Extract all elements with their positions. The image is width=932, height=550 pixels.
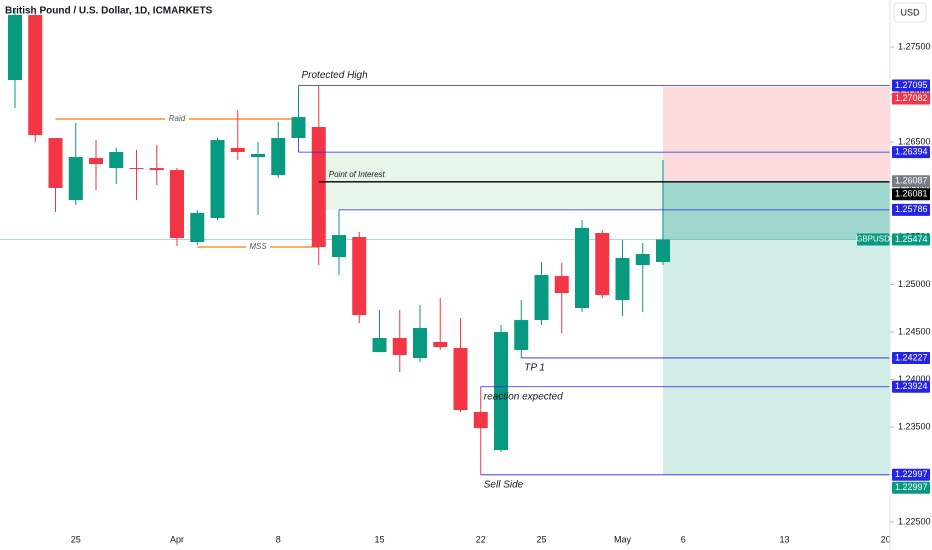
candle-body [656, 239, 670, 263]
candle-body [68, 157, 83, 201]
price-badge [892, 468, 930, 481]
y-tick-label: 1.22500 [898, 516, 931, 526]
candle-body [514, 320, 529, 350]
candle-body [453, 347, 468, 411]
candle-body [129, 168, 144, 170]
candle-body [494, 332, 508, 451]
candle-body [190, 212, 205, 243]
level-note: reaction expected [484, 391, 563, 402]
candle-body [554, 276, 569, 293]
price-badge-label: 1.26394 [895, 146, 928, 156]
candle-body [372, 338, 387, 353]
price-badge [892, 146, 930, 159]
candle-body [311, 127, 326, 247]
candle-body [89, 157, 103, 165]
price-badge-label: 1.22997 [895, 482, 928, 492]
price-badge [892, 380, 930, 393]
price-badge-label: 1.25786 [895, 204, 928, 214]
price-badge-label: 1.24227 [895, 352, 928, 362]
swing-label-bg [246, 241, 270, 252]
candle-body [109, 151, 124, 169]
price-badge [892, 203, 930, 216]
x-tick-label: 15 [374, 534, 384, 544]
candle-body [210, 140, 225, 219]
candle-body [352, 237, 367, 316]
y-tick-label: 1.24000 [898, 374, 931, 384]
x-tick-label: 25 [71, 534, 81, 544]
front-layer: Protected High Point of Interest TP 1 react… [298, 70, 930, 494]
candle-body [230, 148, 245, 152]
x-tick-label: 13 [779, 534, 789, 544]
swing-label: MSS [249, 242, 267, 251]
level-note: Point of Interest [329, 170, 386, 179]
chart-title: British Pound / U.S. Dollar, 1D, ICMARKE… [5, 6, 213, 17]
candle-layer [8, 10, 670, 475]
candle-body [291, 117, 306, 139]
price-badge [892, 481, 930, 494]
swing-label-bg [165, 114, 189, 125]
y-tick-label: 1.26500 [898, 136, 931, 146]
candle-body [575, 227, 589, 308]
price-badge [892, 79, 930, 92]
price-badge [892, 92, 930, 105]
candle-body [615, 258, 630, 301]
price-badge-label: 1.22997 [895, 469, 928, 479]
price-badge-label: 1.25474 [895, 234, 928, 244]
price-badge [892, 188, 930, 201]
price-badge-label: 1.27095 [895, 80, 928, 90]
x-tick-label: 8 [276, 534, 281, 544]
x-tick-label: May [614, 534, 632, 544]
back-layer: 1.275001.270001.265001.260001.255001.250… [0, 41, 931, 544]
level-note: TP 1 [524, 363, 545, 374]
candle-body [595, 233, 610, 296]
level-note: Sell Side [484, 479, 524, 490]
candle-body [48, 138, 63, 189]
interest-zone [318, 152, 663, 210]
candle-body [149, 168, 164, 171]
price-badge [892, 351, 930, 364]
x-tick-label: 25 [536, 534, 546, 544]
x-tick-label: 20 [881, 534, 891, 544]
candle-body [271, 138, 286, 175]
candle-body [392, 338, 407, 356]
candle-body [413, 328, 427, 359]
price-badge [892, 233, 930, 246]
target-zone [663, 181, 890, 475]
candle-body [534, 275, 549, 321]
y-tick-label: 1.24500 [898, 326, 931, 336]
candle-body [635, 254, 650, 266]
candle-body [473, 412, 488, 429]
symbol-badge [857, 233, 890, 246]
candle-body [170, 170, 184, 239]
price-badge-label: 1.23924 [895, 381, 928, 391]
y-tick-label: 1.25000 [898, 279, 931, 289]
price-badge-label: 1.27082 [895, 93, 928, 103]
price-badge-label: 1.26087 [895, 176, 928, 186]
price-badge-label: 1.26081 [895, 189, 928, 199]
candle-body [251, 153, 265, 158]
level-note: Protected High [302, 70, 369, 81]
x-tick-label: 22 [476, 534, 486, 544]
price-badge [892, 175, 930, 188]
open-profit-zone [663, 181, 890, 240]
candle-body [433, 341, 448, 348]
candle-body [8, 15, 22, 80]
swing-label: Raid [169, 114, 186, 123]
currency-box[interactable] [893, 2, 927, 23]
x-tick-label: 6 [681, 534, 686, 544]
stop-zone [663, 86, 890, 182]
candle-body [332, 235, 346, 258]
y-tick-label: 1.27500 [898, 41, 931, 51]
candle-body [28, 15, 43, 135]
currency: USD [900, 7, 920, 17]
y-tick-label: 1.23500 [898, 421, 931, 431]
x-tick-label: Apr [170, 534, 184, 544]
symbol-badge-label: GBPUSD [856, 235, 890, 244]
